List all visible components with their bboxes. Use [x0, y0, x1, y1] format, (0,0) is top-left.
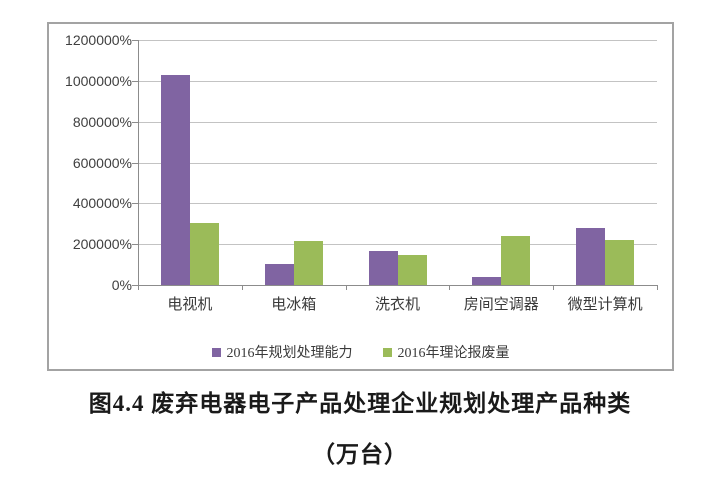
x-tick-mark: [138, 285, 139, 290]
legend-swatch: [382, 347, 392, 357]
y-tick-mark: [132, 121, 138, 123]
y-gridline: [138, 244, 657, 246]
chart-caption: 图4.4 废弃电器电子产品处理企业规划处理产品种类 （万台）: [0, 384, 720, 469]
x-axis-line: [138, 285, 657, 286]
legend-swatch: [211, 347, 221, 357]
bar: [368, 251, 398, 285]
legend: 2016年规划处理能力 2016年理论报废量: [49, 342, 672, 362]
x-category-label: 电冰箱: [271, 297, 317, 313]
legend-label: 2016年规划处理能力: [226, 346, 353, 361]
y-axis-line: [138, 40, 139, 285]
bar: [576, 227, 606, 285]
bar: [189, 222, 219, 285]
x-tick-mark: [241, 285, 243, 290]
bar: [293, 241, 323, 285]
x-tick-mark: [345, 285, 347, 290]
bar: [160, 74, 190, 285]
y-gridline: [138, 203, 657, 205]
y-tick-label: 400000%: [72, 195, 132, 212]
bar: [264, 263, 294, 285]
y-tick-label: 200000%: [72, 236, 132, 253]
y-tick-mark: [132, 203, 138, 205]
y-gridline: [138, 121, 657, 123]
x-category-label: 洗衣机: [374, 297, 420, 313]
bar: [472, 276, 502, 285]
y-gridline: [138, 162, 657, 164]
y-tick-label: 800000%: [72, 113, 132, 130]
legend-label: 2016年理论报废量: [397, 346, 510, 361]
chart-frame: 0% 200000% 400000% 600000% 800000% 1000000% 12…: [47, 22, 674, 371]
y-gridline: [138, 80, 657, 82]
caption-title: 图4.4 废弃电器电子产品处理企业规划处理产品种类: [88, 391, 632, 416]
y-tick-mark: [132, 285, 138, 286]
plot-area: 0% 200000% 400000% 600000% 800000% 1000000% 12…: [65, 32, 658, 313]
x-category-label: 房间空调器: [463, 297, 539, 313]
y-tick-mark: [132, 40, 138, 41]
y-tick-mark: [132, 244, 138, 246]
caption-unit: （万台）: [312, 442, 408, 467]
legend-item: 2016年规划处理能力: [211, 342, 353, 362]
x-tick-mark: [449, 285, 451, 290]
bar: [397, 255, 427, 285]
y-tick-mark: [132, 162, 138, 164]
y-tick-label: 600000%: [72, 154, 132, 171]
y-tick-label: 1000000%: [65, 72, 132, 89]
x-category-label: 电视机: [167, 297, 213, 313]
x-category-label: 微型计算机: [567, 297, 643, 313]
bar: [605, 240, 635, 285]
x-tick-mark: [553, 285, 555, 290]
y-tick-label: 0%: [111, 277, 132, 293]
bar: [501, 236, 531, 285]
y-tick-mark: [132, 80, 138, 82]
y-gridline: [138, 40, 657, 41]
x-tick-mark: [657, 285, 658, 290]
legend-item: 2016年理论报废量: [382, 342, 510, 362]
y-tick-label: 1200000%: [65, 32, 132, 48]
